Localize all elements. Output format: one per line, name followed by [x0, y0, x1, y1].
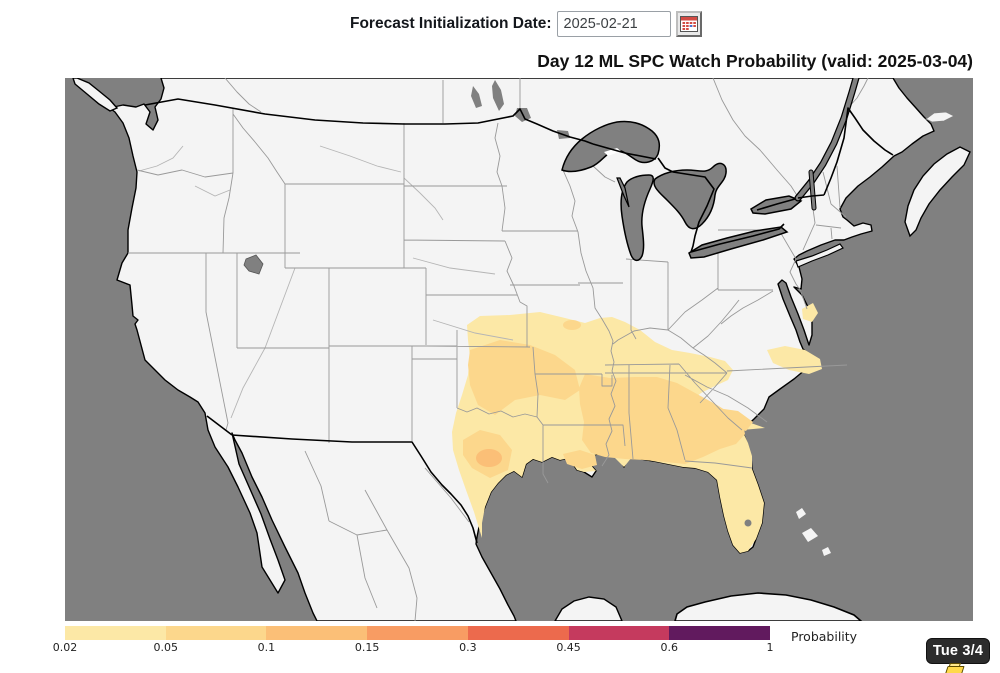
colorbar-segment	[165, 626, 267, 640]
valid-day-badge: Tue 3/4	[926, 638, 990, 664]
us-canada-border-east	[797, 107, 894, 199]
colorbar-tick-label: 0.45	[556, 641, 581, 654]
colorbar-tick-labels: 0.02 0.05 0.1 0.15 0.3 0.45 0.6 1	[53, 641, 774, 656]
vancouver-island	[72, 77, 119, 112]
colorbar-segment	[65, 626, 166, 640]
us-mexico-border	[206, 415, 478, 544]
colorbar-tick-label: 0.3	[459, 641, 477, 654]
calendar-button[interactable]	[675, 11, 702, 37]
colorbar-segment	[568, 626, 670, 640]
bahamas	[796, 508, 831, 556]
country-borders	[144, 98, 894, 544]
date-input[interactable]	[556, 11, 671, 37]
state-borders	[128, 77, 869, 622]
colorbar-tick-label: 0.6	[660, 641, 679, 654]
colorbar-tick-label: 0.15	[354, 641, 380, 654]
calendar-icon	[679, 16, 698, 32]
cursor-icon	[944, 663, 965, 673]
forecast-init-label: Forecast Initialization Date:	[350, 15, 552, 32]
prince-edward-island	[925, 111, 955, 123]
colorbar-segment	[367, 626, 468, 640]
lake-okeechobee	[744, 519, 752, 527]
colorbar-segment	[669, 626, 771, 640]
colorbar-tick-label: 0.05	[153, 641, 178, 654]
map-title: Day 12 ML SPC Watch Probability (valid: …	[537, 51, 973, 71]
nova-scotia	[904, 146, 971, 238]
long-island	[795, 243, 844, 268]
colorbar-title: Probability	[791, 629, 858, 644]
colorbar-segment	[266, 626, 368, 640]
great-salt-lake	[243, 254, 264, 275]
colorbar-tick-label: 1	[766, 641, 774, 654]
yucatan	[553, 596, 624, 622]
lake-superior	[561, 120, 661, 173]
colorbar	[65, 626, 771, 640]
forecast-init-header: Forecast Initialization Date:	[350, 10, 702, 38]
colorbar-tick-label: 0.1	[257, 641, 276, 654]
green-bay	[616, 177, 630, 208]
us-canada-border-west	[144, 98, 594, 145]
us-probability-map	[65, 74, 973, 622]
colorbar-tick-label: 0.02	[52, 641, 78, 654]
lake-champlain	[809, 170, 816, 210]
us-canada-border-lakes	[592, 143, 796, 253]
lake-erie	[688, 226, 789, 259]
colorbar-segment	[467, 626, 569, 640]
lake-michigan	[620, 174, 654, 262]
map-image	[65, 74, 973, 622]
